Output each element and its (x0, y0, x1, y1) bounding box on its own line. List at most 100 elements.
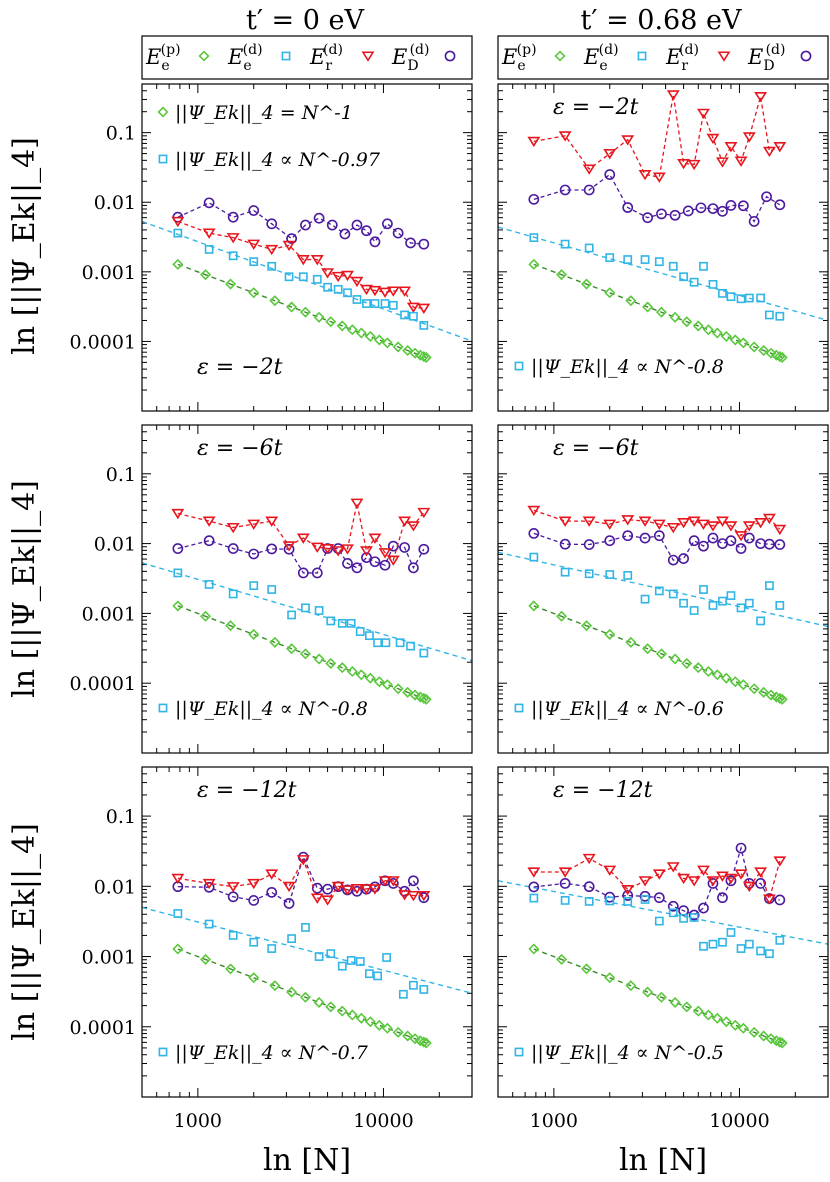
point-ep (269, 636, 281, 648)
panel-0-frame (141, 83, 473, 412)
point-ep (758, 344, 770, 357)
point-er (621, 884, 635, 896)
point-ep (409, 689, 421, 701)
point-ep (381, 337, 393, 349)
panel-5: 1000 10000 ε = −12t ||Ψ_Ek||_4 ∝ N^-0.5 (497, 766, 829, 1132)
point-ee (640, 895, 650, 904)
point-ee (395, 638, 405, 648)
point-ep (355, 327, 367, 339)
point-ep (528, 943, 540, 955)
point-er (368, 884, 382, 895)
point-er (582, 516, 596, 527)
point-ed (639, 532, 651, 544)
point-ee (726, 928, 736, 937)
panel-5-fits (498, 880, 828, 1044)
point-ep (248, 972, 260, 984)
point-ee (312, 274, 322, 284)
point-ed (418, 543, 430, 555)
point-ed (717, 892, 728, 904)
point-ee (699, 941, 708, 951)
point-ed (528, 527, 540, 539)
point-er (638, 169, 652, 181)
point-er (773, 856, 787, 867)
panel-5-xtick-label: 1000 (530, 1110, 578, 1132)
annotation-marker-ee (158, 1047, 168, 1057)
point-er (697, 519, 710, 530)
point-er (202, 516, 216, 527)
point-ed (392, 227, 404, 239)
point-ep (420, 693, 432, 705)
point-ep (692, 1005, 704, 1017)
panel-4-ytick-label: 0.0001 (70, 1017, 136, 1039)
point-ed (399, 542, 410, 553)
point-er (742, 132, 756, 143)
point-ee (584, 243, 594, 253)
point-ep (418, 1036, 430, 1048)
point-er (226, 233, 240, 244)
point-ee (560, 239, 570, 249)
point-er (321, 895, 335, 906)
point-er (773, 142, 787, 153)
point-ee (365, 631, 374, 641)
series-line-ed (533, 532, 780, 561)
panel-1-series (527, 90, 788, 363)
panel-4-ytick-label: 0.01 (94, 876, 136, 898)
point-ee (654, 586, 664, 596)
point-ep (313, 653, 325, 665)
point-ed (248, 205, 260, 216)
point-er (378, 876, 392, 887)
fit-line-ee (498, 551, 828, 628)
point-er (398, 286, 412, 297)
point-ep (225, 620, 237, 632)
annotation-text-ep: ||Ψ_Ek||_4 = N^-1 (175, 102, 353, 124)
point-er (378, 548, 392, 559)
point-ep (418, 351, 430, 363)
panel-4-ytick-label: 0.001 (82, 947, 136, 969)
point-ep (336, 1005, 348, 1017)
point-ee (668, 908, 678, 918)
point-ee (228, 589, 238, 599)
point-ed (387, 878, 399, 889)
point-ee (718, 288, 727, 298)
point-ee (249, 581, 259, 591)
point-er (350, 498, 364, 509)
point-ee (605, 570, 615, 579)
point-er (310, 893, 324, 904)
point-ed (667, 900, 679, 912)
point-ed (622, 890, 634, 901)
point-er (742, 881, 756, 893)
point-ep (711, 327, 723, 339)
point-er (171, 508, 185, 520)
point-ed (322, 883, 333, 895)
legend-label-ee-0: Ee(d) (227, 42, 263, 74)
point-er (417, 507, 431, 519)
point-ee (370, 299, 380, 308)
point-ee (352, 295, 362, 304)
point-ed (725, 875, 737, 887)
legend-label-ed-1: ED(d) (747, 42, 785, 74)
point-ee (623, 255, 633, 264)
annotation-marker-ee (158, 703, 168, 713)
panel-1-fits (498, 226, 828, 359)
point-ed (707, 878, 719, 889)
panel-0-ytick-label: 0.01 (94, 192, 136, 214)
point-er (677, 158, 691, 170)
panel-0-ytick-label: 0.0001 (70, 331, 136, 353)
panel-4-ytick-label: 0.1 (106, 806, 136, 828)
point-er (350, 276, 364, 288)
annotation-text-ee: ||Ψ_Ek||_4 ∝ N^-0.5 (531, 1042, 724, 1064)
panel-1: ε = −2t ||Ψ_Ek||_4 ∝ N^-0.8 (497, 83, 829, 412)
point-ep (669, 311, 681, 323)
point-ed (266, 543, 278, 555)
panels: 0.1 0.01 0.001 0.0001 ε = −2t ||Ψ_Ek||_4 = N^… (70, 83, 829, 1132)
panel-4-xtick-label: 10000 (353, 1110, 413, 1132)
panel-1-ticks (497, 83, 829, 411)
point-ep (681, 316, 693, 328)
point-ed (656, 208, 667, 220)
point-ee (326, 949, 336, 959)
legend-label-ee-1-sub: e (599, 58, 607, 74)
point-er (360, 546, 373, 557)
point-er (742, 521, 756, 532)
series-line-ed (533, 845, 780, 916)
legend-label-ed-0-base: E (391, 45, 407, 69)
